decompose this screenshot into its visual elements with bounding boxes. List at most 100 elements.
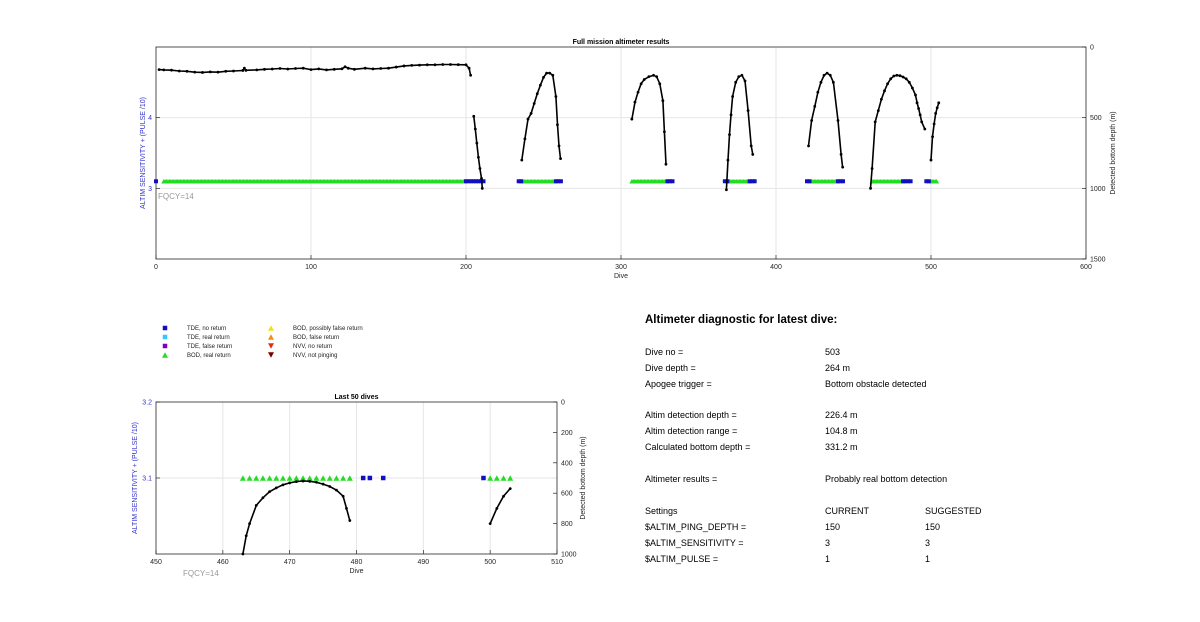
depth-point: [658, 82, 662, 86]
y-tick-label-left: 3.2: [142, 400, 152, 407]
depth-point: [816, 90, 820, 94]
y-tick-label-right: 200: [561, 430, 573, 437]
depth-point: [539, 83, 542, 87]
legend-icon: [268, 352, 274, 358]
depth-point: [224, 69, 228, 73]
depth-point: [822, 73, 826, 77]
depth-point: [647, 75, 651, 79]
legend-label: NVV, not pinging: [293, 353, 337, 359]
depth-point: [749, 144, 753, 148]
depth-point: [480, 186, 484, 190]
sensitivity-suggested: 3: [925, 538, 931, 548]
legend-label: BOD, false return: [293, 335, 339, 341]
depth-point: [274, 486, 278, 490]
settings-label: Settings: [645, 506, 678, 516]
y-tick-label-right: 1000: [1090, 186, 1106, 193]
depth-point: [731, 95, 734, 98]
depth-point: [254, 503, 258, 507]
depth-point: [825, 71, 829, 75]
depth-point: [880, 97, 883, 101]
tde-no-return-marker: [722, 179, 727, 184]
depth-point: [315, 480, 318, 484]
detection-range-value: 104.8 m: [825, 426, 858, 436]
diag-row-calc-depth: Calculated bottom depth = 331.2 m: [645, 442, 1165, 454]
tde-no-return-marker: [668, 179, 672, 184]
depth-point: [728, 133, 731, 137]
depth-point: [321, 482, 325, 486]
diag-row-settings-header: Settings CURRENT SUGGESTED: [645, 506, 1165, 518]
diag-row-pulse: $ALTIM_PULSE = 1 1: [645, 554, 1165, 566]
depth-point: [278, 67, 282, 70]
depth-point: [248, 522, 251, 525]
bod-real-return-marker: [934, 179, 940, 184]
depth-point: [831, 80, 835, 84]
tde-no-return-marker: [665, 179, 670, 184]
x-tick-label: 100: [305, 264, 317, 271]
legend-label: NVV, no return: [293, 344, 332, 350]
depth-point: [911, 86, 914, 90]
depth-point: [418, 63, 421, 67]
y-axis-label-right: Detected bottom depth (m): [1110, 111, 1117, 194]
depth-point: [216, 70, 220, 74]
results-label: Altimeter results =: [645, 474, 718, 484]
depth-point: [508, 487, 512, 491]
depth-line: [631, 74, 667, 165]
depth-point: [873, 120, 877, 124]
legend-label: BOD, possibly false return: [293, 326, 363, 332]
depth-point: [201, 71, 204, 74]
depth-point: [907, 80, 911, 84]
diag-row-detection-depth: Altim detection depth = 226.4 m: [645, 410, 1165, 422]
y-axis-label-left: ALTIM SENSITIVITY + (PULSE /10): [132, 422, 139, 534]
depth-point: [335, 488, 338, 492]
x-tick-label: 200: [460, 264, 472, 271]
bod-real-return-marker: [333, 475, 340, 481]
bod-real-return-marker: [286, 475, 293, 481]
depth-point: [923, 127, 927, 131]
bod-real-return-marker: [246, 475, 253, 481]
y-tick-label-right: 1500: [1090, 257, 1106, 264]
diag-row-ping-depth: $ALTIM_PING_DEPTH = 150 150: [645, 522, 1165, 534]
tde-no-return-marker: [556, 179, 561, 184]
legend-label: TDE, false return: [187, 344, 232, 350]
depth-point: [901, 75, 905, 79]
depth-point: [532, 102, 536, 105]
depth-point: [556, 123, 559, 127]
tde-no-return-marker: [469, 179, 473, 184]
tde-no-return-marker: [807, 179, 812, 184]
sensitivity-label: $ALTIM_SENSITIVITY =: [645, 538, 744, 548]
depth-point: [410, 63, 414, 67]
plot-frame: [155, 401, 558, 555]
dive-depth-value: 264 m: [825, 363, 851, 373]
tde-no-return-marker: [476, 179, 481, 184]
depth-point: [472, 114, 476, 118]
sensitivity-current: 3: [825, 538, 831, 548]
apogee-value: Bottom obstacle detected: [825, 379, 927, 389]
x-tick-label: 510: [551, 559, 563, 566]
y-tick-label-right: 500: [1090, 115, 1102, 122]
legend: TDE, no return TDE, real return TDE, false…: [162, 325, 363, 359]
bod-real-return-marker: [340, 475, 347, 481]
depth-point: [931, 135, 934, 139]
depth-point: [920, 120, 924, 124]
tde-no-return-marker: [154, 179, 158, 184]
tde-no-return-marker: [836, 179, 840, 184]
depth-point: [917, 107, 920, 110]
depth-point: [268, 490, 272, 494]
depth-point: [353, 67, 356, 71]
bod-real-return-marker: [293, 475, 300, 481]
depth-line: [489, 488, 511, 524]
detection-depth-value: 226.4 m: [825, 410, 858, 420]
depth-point: [495, 507, 499, 510]
ping-depth-suggested: 150: [925, 522, 941, 532]
tde-no-return-marker: [901, 179, 906, 184]
tde-no-return-marker: [481, 179, 486, 184]
depth-point: [918, 113, 922, 117]
depth-point: [480, 177, 483, 180]
ping-depth-current: 150: [825, 522, 841, 532]
depth-point: [548, 71, 552, 75]
legend-icon: [268, 343, 274, 349]
y-tick-label-right: 800: [561, 521, 573, 528]
tde-no-return-marker: [474, 179, 478, 184]
depth-point: [232, 69, 235, 73]
depth-point: [332, 67, 336, 71]
